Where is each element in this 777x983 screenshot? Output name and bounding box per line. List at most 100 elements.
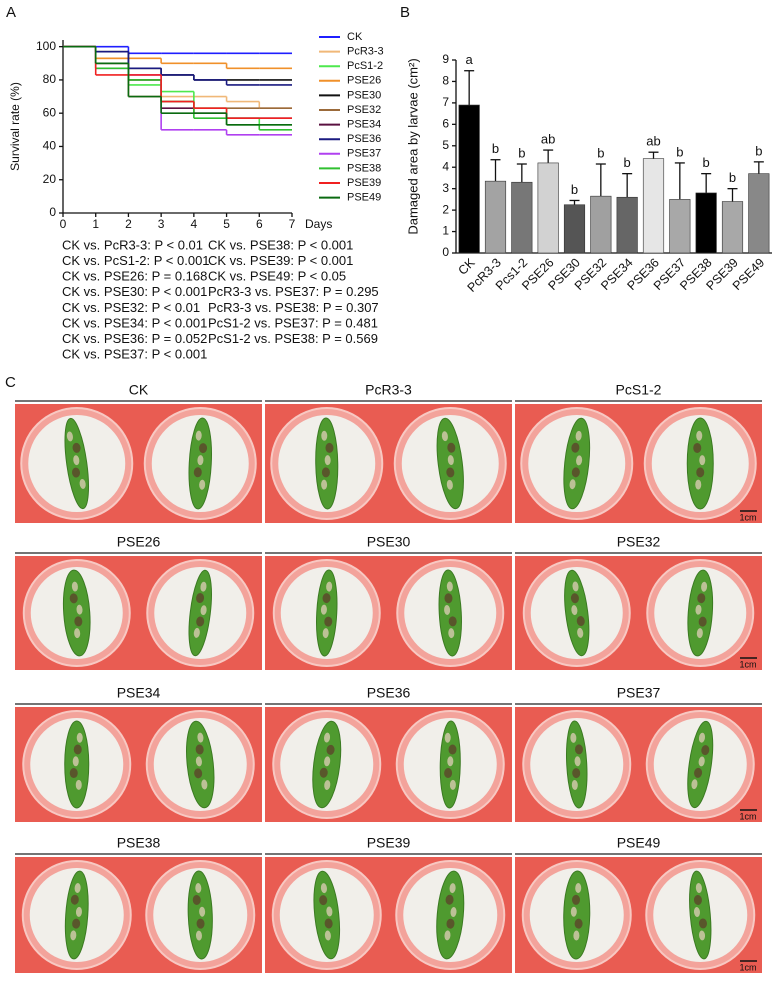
legend-label: PcR3-3 [347, 46, 384, 58]
group-title: PcR3-3 [365, 382, 412, 398]
leaf-damage [74, 616, 83, 627]
leaf-damage [574, 756, 581, 767]
legend-label: PSE49 [347, 192, 381, 204]
legend-label: PSE39 [347, 177, 381, 189]
leaf-damage [199, 479, 206, 490]
leaf-damage [320, 604, 327, 615]
x-axis-label: Days [305, 217, 332, 231]
bar [458, 104, 480, 254]
leaf-damage [73, 455, 80, 466]
leaf-damage [571, 779, 578, 790]
scale-label: 1cm [739, 512, 756, 522]
group-letter: ab [541, 132, 555, 147]
leaf-damage [695, 604, 702, 615]
stat-annotation: CK vs. PSE36: P = 0.052 [62, 331, 207, 346]
group-title: PSE36 [367, 685, 411, 701]
stat-annotation: CK vs. PSE34: P < 0.001 [62, 315, 207, 330]
leaf-damage [699, 455, 706, 466]
x-tick-label: 6 [256, 217, 263, 231]
leaf-damage [698, 918, 708, 929]
group-title: PSE34 [117, 685, 161, 701]
leaf-damage [70, 894, 79, 905]
leaf [62, 569, 91, 657]
leaf-damage [444, 732, 451, 743]
x-tick-label: 5 [223, 217, 230, 231]
y-tick-label: 40 [43, 139, 57, 153]
leaf [438, 569, 462, 657]
leaf-damage [319, 767, 328, 778]
y-tick-label: 100 [36, 39, 56, 53]
leaf-damage [66, 431, 73, 442]
leaf-damage [441, 431, 448, 442]
bar [537, 162, 559, 254]
leaf-damage [70, 930, 77, 941]
group-title: PSE49 [617, 835, 661, 851]
leaf-damage [448, 744, 457, 755]
leaf-damage [320, 883, 327, 894]
leaf-damage [573, 930, 580, 941]
group-title: PSE30 [367, 534, 411, 550]
group-title: CK [129, 382, 149, 398]
leaf-damage [446, 918, 455, 929]
bar [563, 204, 586, 254]
leaf-damage [193, 627, 200, 638]
leaf-damage [319, 895, 328, 906]
leaf-damage [450, 907, 457, 918]
leaf-damage [571, 442, 580, 453]
leaf-damage [574, 744, 583, 755]
group-title: PSE26 [117, 534, 161, 550]
leaf-damage [74, 628, 81, 639]
scale-label: 1cm [739, 962, 756, 972]
leaf-damage [701, 581, 708, 592]
leaf-damage [572, 581, 579, 592]
leaf-damage [197, 732, 204, 743]
leaf-damage [75, 779, 82, 790]
x-tick-label: 7 [289, 217, 296, 231]
leaf-damage [76, 732, 83, 743]
leaf-damage [693, 442, 702, 453]
leaf-damage [322, 593, 331, 604]
y-tick-label: 7 [442, 95, 449, 109]
legend-label: PSE32 [347, 104, 381, 116]
leaf-damage [193, 467, 202, 478]
legend-label: PSE34 [347, 119, 381, 131]
leaf-damage [326, 744, 335, 755]
leaf-damage [324, 756, 331, 767]
leaf-damage [576, 616, 585, 627]
leaf-damage [693, 895, 702, 906]
leaf-damage [195, 430, 202, 441]
leaf-damage [324, 616, 333, 627]
leaf-damage [79, 478, 86, 489]
stat-annotation: CK vs. PSE30: P < 0.001 [62, 284, 207, 299]
leaf-damage [444, 768, 453, 779]
leaf-damage [75, 906, 82, 917]
bar [721, 201, 744, 254]
leaf-damage [200, 581, 207, 592]
stat-annotation: PcR3-3 vs. PSE37: P = 0.295 [208, 284, 379, 299]
group-title: PSE37 [617, 685, 661, 701]
group-letter: a [466, 52, 474, 67]
y-tick-label: 4 [442, 159, 449, 173]
scale-label: 1cm [739, 659, 756, 669]
leaf-damage [698, 616, 707, 627]
group-letter: b [492, 141, 499, 156]
y-tick-label: 20 [43, 172, 57, 186]
leaf-damage [199, 906, 206, 917]
group-letter: ab [646, 134, 660, 149]
group-title: PSE32 [617, 534, 661, 550]
stat-annotation: CK vs. PSE38: P < 0.001 [208, 237, 353, 252]
leaf-damage [321, 479, 328, 490]
legend-label: PSE37 [347, 148, 381, 160]
leaf-damage [196, 593, 205, 604]
leaf-damage [74, 883, 81, 893]
leaf-damage [571, 467, 580, 478]
leaf-damage [326, 581, 333, 592]
leaf-damage [321, 430, 328, 441]
x-tick-label: 4 [191, 217, 198, 231]
y-tick-label: 0 [49, 205, 56, 219]
leaf-damage [195, 883, 202, 894]
leaf [316, 569, 338, 657]
stat-annotation: CK vs. PSE39: P < 0.001 [208, 253, 353, 268]
leaf-damage [444, 604, 451, 615]
stat-annotation: CK vs. PSE26: P = 0.168 [62, 269, 207, 284]
